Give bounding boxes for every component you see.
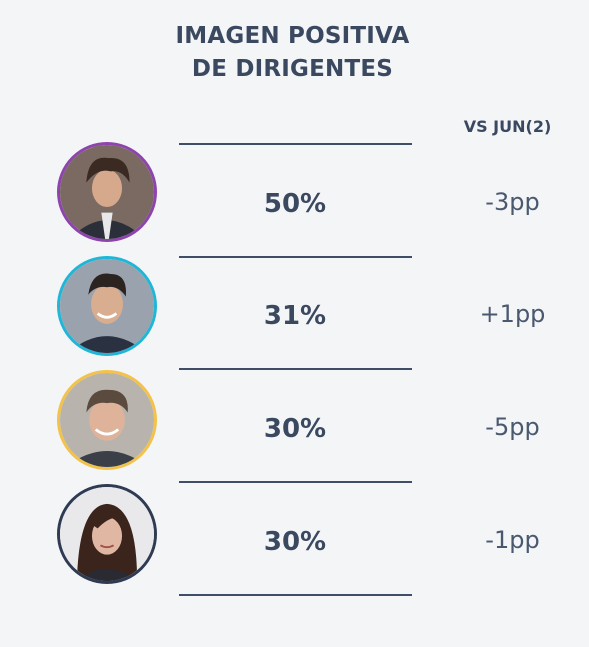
- leader-2-avatar: [57, 256, 157, 356]
- title-line-2: DE DIRIGENTES: [191, 56, 394, 82]
- row-divider: [179, 256, 412, 258]
- row-divider: [179, 594, 412, 596]
- row-4-value: 30%: [263, 527, 327, 557]
- portrait-image: [60, 145, 154, 239]
- row-divider: [179, 481, 412, 483]
- row-4-delta: -1pp: [485, 526, 540, 554]
- row-1-value: 50%: [263, 189, 327, 219]
- leader-4-avatar: [57, 484, 157, 584]
- portrait-image: [60, 259, 154, 353]
- row-2-delta: +1pp: [479, 300, 546, 328]
- chart-title: IMAGEN POSITIVA DE DIRIGENTES: [150, 20, 435, 86]
- portrait-image: [60, 487, 154, 581]
- leader-3-avatar: [57, 370, 157, 470]
- row-3-delta: -5pp: [485, 413, 540, 441]
- portrait-image: [60, 373, 154, 467]
- row-divider: [179, 143, 412, 145]
- row-divider: [179, 368, 412, 370]
- leader-1-avatar: [57, 142, 157, 242]
- comparison-column-header: VS JUN(2): [463, 117, 552, 136]
- row-2-value: 31%: [263, 301, 327, 331]
- row-1-delta: -3pp: [485, 188, 540, 216]
- title-line-1: IMAGEN POSITIVA: [175, 23, 410, 49]
- row-3-value: 30%: [263, 414, 327, 444]
